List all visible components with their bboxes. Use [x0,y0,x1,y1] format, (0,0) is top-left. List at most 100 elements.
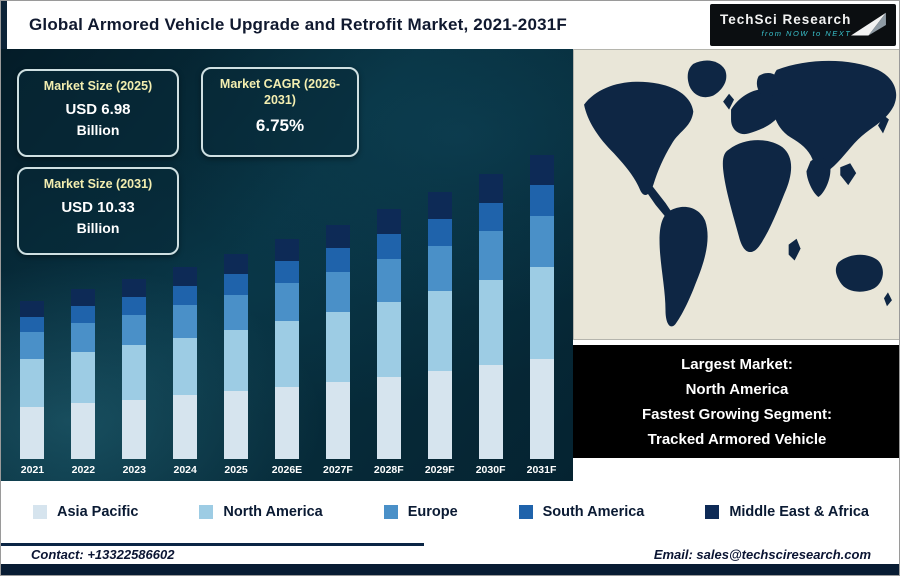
bar-segment-south-america [427,218,452,246]
market-size-2031-unit: Billion [76,219,120,236]
bar-2023: 2023 [112,278,156,477]
bar-segment-middle-east-africa [20,300,45,317]
bar-segment-asia-pacific [376,376,401,459]
footer-divider [1,543,424,546]
bar-segment-south-america [173,285,198,306]
legend-label-asia-pacific: Asia Pacific [57,504,139,520]
bar-segment-middle-east-africa [173,266,198,286]
bar-2021: 2021 [10,300,54,477]
bar-2025: 2025 [214,253,258,477]
bar-stack-2028f [376,209,401,459]
bar-segment-south-america [122,296,147,315]
bar-segment-europe [71,323,96,353]
bar-stack-2026e [274,239,299,459]
bar-segment-north-america [173,337,198,396]
bar-segment-asia-pacific [274,386,299,459]
bar-segment-europe [478,231,503,280]
bar-segment-middle-east-africa [529,154,554,186]
footer: Contact: +13322586602 Email: sales@techs… [1,543,899,575]
market-size-2031-title: Market Size (2031) [43,177,153,191]
bar-segment-europe [274,283,299,321]
bar-segment-europe [122,314,147,346]
legend-swatch-europe [383,505,398,519]
x-axis-label-2030f: 2030F [475,464,506,476]
bar-segment-south-america [529,185,554,216]
chart-panel: 2021 2022 2023 2024 2025 2026E 2027F 2028F 2029F… [1,49,573,481]
bar-stack-2027f [325,224,350,459]
x-axis-label-2023: 2023 [122,464,146,476]
x-axis-label-2021: 2021 [20,464,45,476]
paper-plane-icon [851,12,887,36]
market-cagr-box: Market CAGR (2026-2031) 6.75% [201,67,359,157]
map-caption: Largest Market: North America Fastest Gr… [573,345,899,458]
bar-segment-south-america [71,306,96,324]
bar-segment-asia-pacific [224,391,249,459]
x-axis-label-2031f: 2031F [526,464,557,476]
bar-segment-south-america [325,248,350,272]
bar-segment-europe [224,294,249,330]
legend-label-north-america: North America [223,504,323,520]
bar-segment-europe [529,215,554,268]
contact-text: Contact: +13322586602 [31,547,175,562]
market-size-2025-title: Market Size (2025) [43,79,153,93]
legend-item-europe: Europe [383,504,458,520]
bar-segment-south-america [20,316,45,333]
legend-swatch-asia-pacific [33,505,47,519]
x-axis-label-2022: 2022 [71,464,96,476]
bar-stack-2021 [20,300,45,459]
bar-segment-europe [325,271,350,312]
brand-logo: TechSci Research from NOW to NEXT [710,4,896,46]
legend-item-north-america: North America [199,504,323,520]
bar-segment-middle-east-africa [122,278,147,297]
bar-stack-2029f [427,192,452,459]
brand-name: TechSci Research [720,12,852,27]
bar-segment-south-america [224,274,249,295]
bar-segment-asia-pacific [122,399,147,459]
bar-stack-2023 [122,278,147,459]
bar-segment-asia-pacific [325,381,350,459]
bar-segment-middle-east-africa [376,209,401,235]
market-cagr-title: Market CAGR (2026-2031) [219,77,341,107]
bar-segment-middle-east-africa [478,174,503,203]
bar-segment-north-america [122,345,147,400]
market-size-2031-value: USD 10.33 [61,198,135,216]
bar-segment-middle-east-africa [71,289,96,307]
header: Global Armored Vehicle Upgrade and Retro… [1,1,899,49]
bar-segment-north-america [325,311,350,382]
bar-2027f: 2027F [316,224,360,477]
fastest-segment-value: Tracked Armored Vehicle [647,430,827,448]
x-axis-label-2029f: 2029F [424,464,455,476]
bar-stack-2031f [529,154,554,459]
bar-2029f: 2029F [418,192,462,477]
market-size-2031-box: Market Size (2031) USD 10.33 Billion [17,167,179,255]
bar-segment-north-america [376,301,401,377]
market-size-2025-unit: Billion [76,121,120,138]
bar-2022: 2022 [61,289,105,477]
bar-segment-south-america [478,202,503,232]
bar-segment-north-america [274,320,299,387]
bar-segment-north-america [20,359,45,407]
legend-swatch-middle-east-africa [705,505,720,519]
legend-label-south-america: South America [542,504,645,520]
bar-segment-asia-pacific [173,395,198,459]
bar-segment-europe [376,259,401,302]
legend-swatch-south-america [518,505,533,519]
x-axis-label-2025: 2025 [224,464,248,476]
world-map-graphic [574,50,899,339]
bar-segment-north-america [224,329,249,392]
bar-segment-north-america [71,352,96,404]
bar-segment-asia-pacific [529,358,554,459]
bar-segment-europe [20,332,45,360]
bar-stack-2025 [224,253,249,459]
market-cagr-value: 6.75% [255,116,305,136]
bar-segment-north-america [427,290,452,371]
email-text: Email: sales@techsciresearch.com [653,547,871,562]
bar-2028f: 2028F [367,209,411,477]
bar-2024: 2024 [163,266,207,477]
bar-segment-asia-pacific [478,365,503,459]
fastest-segment-label: Fastest Growing Segment: [641,405,833,423]
right-panel: Largest Market: North America Fastest Gr… [573,49,899,481]
brand-tagline: from NOW to NEXT [761,29,852,38]
bar-stack-2024 [173,266,198,459]
